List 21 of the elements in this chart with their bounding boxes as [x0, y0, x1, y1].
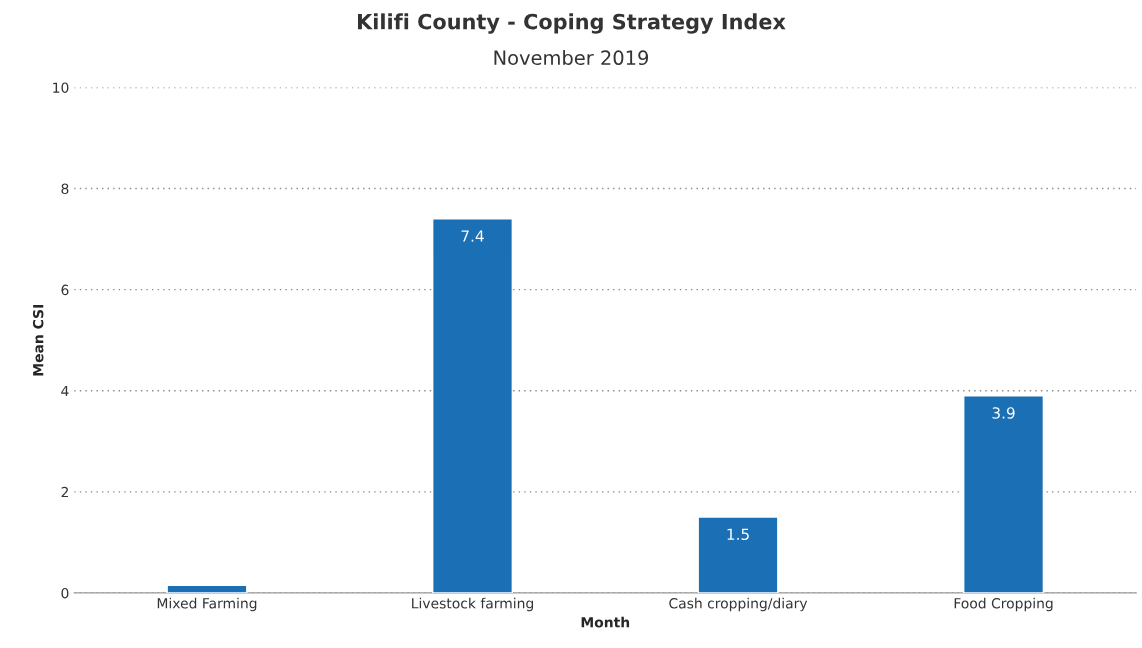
bar	[697, 516, 779, 593]
chart-title: Kilifi County - Coping Strategy Index	[358, 13, 786, 34]
y-tick-label: 2	[61, 486, 68, 498]
y-tick-label: 10	[53, 82, 69, 93]
y-tick-label: 8	[61, 183, 69, 195]
data-label: 7.4	[461, 230, 484, 242]
x-tick-label: Livestock farming	[412, 597, 533, 612]
y-axis-title: Mean CSI	[32, 305, 44, 376]
bar	[166, 584, 248, 593]
x-tick-label: Food Cropping	[954, 597, 1053, 612]
x-axis-title: Month	[581, 616, 630, 628]
x-tick-label: Mixed Farming	[157, 597, 257, 612]
x-tick-label: Cash cropping/diary	[669, 597, 808, 612]
chart-subtitle: November 2019	[494, 50, 649, 66]
data-label: 1.5	[727, 528, 749, 541]
y-tick-label: 4	[61, 385, 69, 397]
bar	[431, 218, 514, 593]
bar	[963, 395, 1045, 593]
y-tick-label: 6	[61, 284, 69, 296]
y-tick-label: 0	[61, 587, 69, 599]
data-label: 3.9	[992, 407, 1015, 419]
